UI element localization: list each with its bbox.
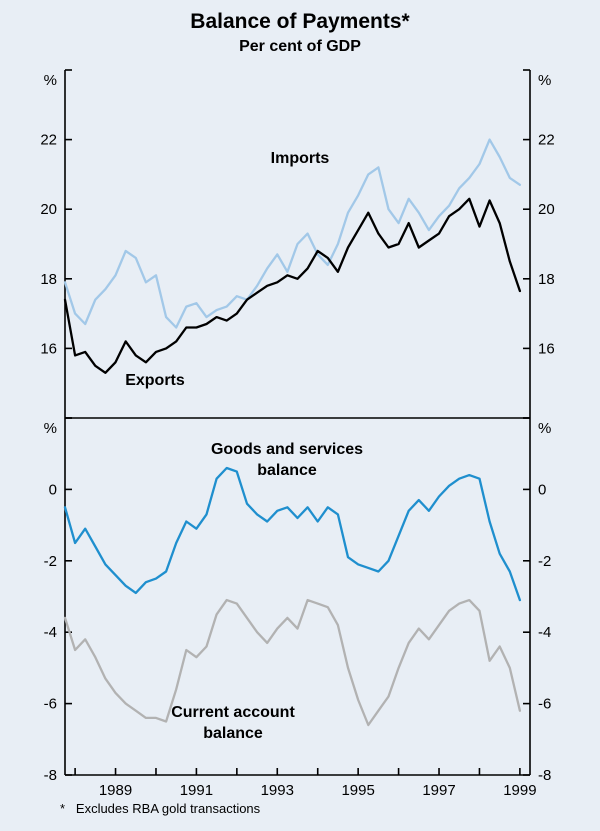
- unit-label: %: [44, 420, 57, 437]
- series-line-exports: [63, 197, 522, 374]
- y-tick-label: 18: [40, 271, 57, 288]
- y-tick-label: -2: [44, 553, 57, 570]
- y-tick-label: -4: [538, 624, 551, 641]
- y-tick-label: 20: [40, 201, 57, 218]
- current-account-balance-series-label: Current account balance: [171, 704, 295, 742]
- y-tick-label: -6: [538, 696, 551, 713]
- chart-subtitle: Per cent of GDP: [239, 38, 361, 55]
- x-tick-label: 1989: [99, 782, 132, 799]
- y-tick-label: -8: [44, 767, 57, 784]
- x-tick-label: 1997: [422, 782, 455, 799]
- y-tick-label: 0: [538, 481, 546, 498]
- unit-label: %: [538, 72, 551, 89]
- exports-series-label: Exports: [125, 372, 185, 389]
- y-tick-label: 22: [40, 132, 57, 149]
- y-tick-label: 16: [538, 340, 555, 357]
- goods-and-services-balance-series-label: Goods and services balance: [210, 441, 364, 479]
- y-tick-label: 16: [40, 340, 57, 357]
- unit-label: %: [538, 420, 551, 437]
- y-tick-label: 0: [49, 481, 57, 498]
- series-line-current-account-balance: [63, 598, 522, 727]
- y-tick-label: 18: [538, 271, 555, 288]
- series-line-goods-and-services-balance: [63, 466, 522, 602]
- x-tick-label: 1991: [180, 782, 213, 799]
- y-tick-label: -8: [538, 767, 551, 784]
- axis-tick-labels: 16 16 18 18 20 20 22 22% % 0 0 -2 -2 -4 -4 -6 -6 -8 -8% % 19…: [40, 72, 554, 799]
- unit-label: %: [44, 72, 57, 89]
- chart-footnote: * Excludes RBA gold transactions: [60, 801, 261, 816]
- imports-series-label: Imports: [270, 150, 330, 167]
- y-tick-label: 22: [538, 132, 555, 149]
- y-tick-label: -2: [538, 553, 551, 570]
- x-tick-label: 1999: [503, 782, 536, 799]
- y-tick-label: -4: [44, 624, 57, 641]
- x-tick-label: 1993: [261, 782, 294, 799]
- chart-title: Balance of Payments*: [190, 10, 410, 33]
- axes: [64, 69, 531, 776]
- series-line-imports: [63, 138, 522, 329]
- x-tick-label: 1995: [341, 782, 374, 799]
- y-tick-label: -6: [44, 696, 57, 713]
- y-tick-label: 20: [538, 201, 555, 218]
